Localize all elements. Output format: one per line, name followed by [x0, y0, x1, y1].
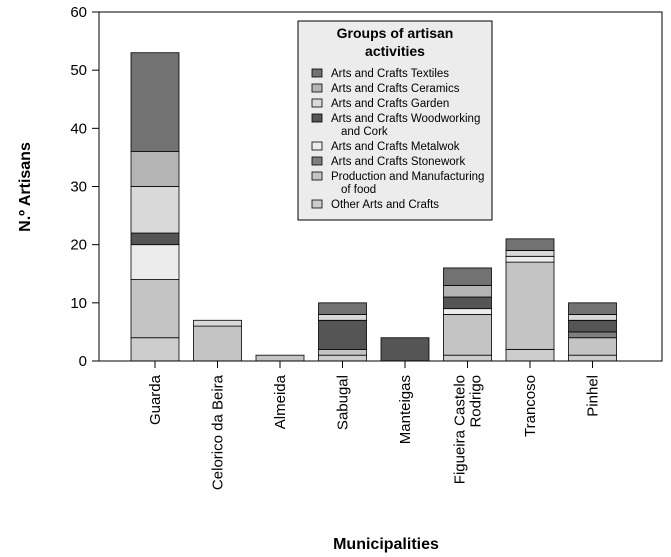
x-tick-label: Almeida — [272, 374, 289, 429]
legend-entry-label: Arts and Crafts Ceramics — [331, 83, 460, 95]
bar-segment — [130, 244, 180, 280]
legend-entry-label: of food — [341, 184, 376, 196]
x-tick-label: Manteigas — [397, 375, 414, 444]
bars-layer — [130, 52, 617, 362]
legend-title: activities — [365, 43, 425, 59]
bar-segment — [130, 232, 180, 246]
legend-swatch — [311, 141, 323, 151]
legend-swatch — [311, 83, 323, 93]
y-tick-label: 20 — [70, 237, 87, 254]
bar-segment — [568, 337, 617, 356]
y-tick-label: 50 — [70, 62, 87, 79]
bar-segment — [568, 314, 617, 321]
bar-segment — [505, 250, 555, 257]
bar-segment — [130, 279, 180, 339]
x-tick-label: Figueira CasteloRodrigo — [452, 375, 485, 484]
axes-layer: 0 10 20 30 40 50 60 Guarda Celorico da Beira Alme… — [17, 4, 663, 553]
y-axis-title: N.º Artisans — [17, 142, 34, 232]
x-tick-label: Sabugal — [335, 375, 352, 430]
y-tick-label: 30 — [70, 179, 87, 196]
legend-entry-label: Arts and Crafts Garden — [331, 98, 449, 110]
legend-entry-label: Arts and Crafts Textiles — [331, 68, 449, 80]
y-tick-label: 60 — [70, 4, 87, 21]
legend-swatch — [311, 156, 323, 166]
bar-segment — [505, 261, 555, 350]
x-tick-label: Guarda — [147, 374, 164, 425]
legend-entry-label: Arts and Crafts Woodworking — [331, 113, 480, 125]
legend-swatch — [311, 98, 323, 108]
bar-segment — [130, 186, 180, 234]
bar-segment — [130, 151, 180, 187]
bar-segment — [505, 238, 555, 251]
bar-segment — [318, 314, 367, 321]
legend: Groups of artisan activities Arts and Craf… — [297, 20, 493, 221]
legend-entry-label: Arts and Crafts Metalwok — [331, 141, 460, 153]
legend-swatch — [311, 199, 323, 209]
legend-swatch — [311, 171, 323, 181]
bar-segment — [568, 331, 617, 339]
bar-segment — [130, 337, 180, 362]
bar-segment — [568, 302, 617, 315]
bar-segment — [255, 354, 305, 362]
bar-segment — [318, 319, 367, 350]
bar-segment — [443, 267, 492, 286]
x-tick-label: Pinhel — [585, 375, 602, 417]
x-tick-label: Celorico da Beira — [210, 374, 227, 490]
legend-entry-label: Arts and Crafts Stonework — [331, 156, 465, 168]
bar-segment — [505, 348, 555, 362]
legend-entry-label: Production and Manufacturing — [331, 171, 484, 183]
bar-segment — [318, 348, 367, 356]
legend-swatch — [311, 113, 323, 123]
bar-segment — [318, 302, 367, 315]
x-tick-label: Trancoso — [522, 375, 539, 437]
y-tick-label: 40 — [70, 120, 87, 137]
bar-segment — [505, 255, 555, 263]
bar-segment — [193, 319, 242, 327]
bar-segment — [568, 319, 617, 333]
bar-segment — [443, 308, 492, 315]
legend-entry-label: and Cork — [341, 126, 388, 138]
bar-segment — [318, 354, 367, 362]
legend-entry-label: Other Arts and Crafts — [331, 199, 439, 211]
bar-segment — [193, 325, 242, 362]
bar-segment — [443, 284, 492, 298]
legend-swatch — [311, 68, 323, 78]
y-tick-label: 10 — [70, 295, 87, 312]
x-axis-title: Municipalities — [333, 536, 439, 553]
y-tick-label: 0 — [79, 353, 87, 370]
bar-segment — [443, 296, 492, 310]
bar-segment — [380, 337, 430, 362]
bar-segment — [568, 354, 617, 362]
bar-segment — [130, 52, 180, 152]
legend-box — [297, 20, 493, 221]
bar-segment — [443, 314, 492, 356]
bar-segment — [443, 354, 492, 362]
legend-title: Groups of artisan — [337, 25, 454, 41]
